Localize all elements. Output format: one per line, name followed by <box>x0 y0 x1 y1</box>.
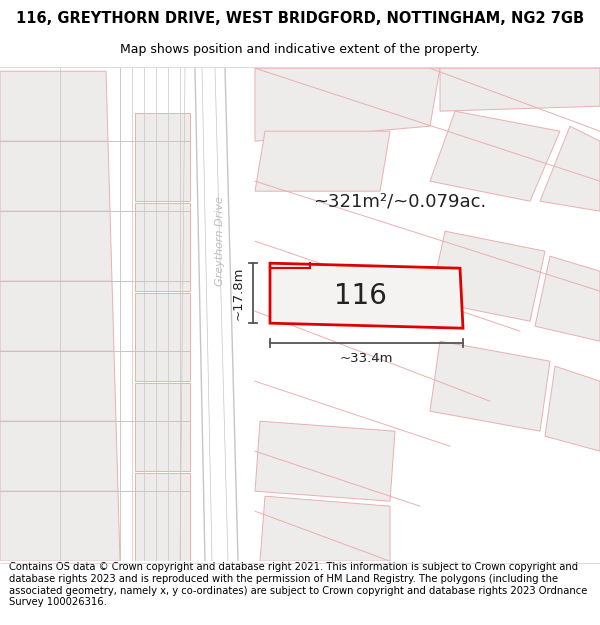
Text: 116: 116 <box>334 282 386 310</box>
Polygon shape <box>430 111 560 201</box>
Polygon shape <box>260 496 390 561</box>
Text: Greythorn Drive: Greythorn Drive <box>215 196 225 286</box>
Polygon shape <box>0 491 120 561</box>
Text: ~33.4m: ~33.4m <box>340 352 393 364</box>
Polygon shape <box>0 71 108 141</box>
Polygon shape <box>0 421 118 491</box>
Text: ~17.8m: ~17.8m <box>232 266 245 320</box>
Polygon shape <box>255 421 395 501</box>
Text: Contains OS data © Crown copyright and database right 2021. This information is : Contains OS data © Crown copyright and d… <box>9 562 587 608</box>
Polygon shape <box>0 351 116 421</box>
Polygon shape <box>255 68 440 141</box>
Polygon shape <box>0 281 114 351</box>
Text: Map shows position and indicative extent of the property.: Map shows position and indicative extent… <box>120 43 480 56</box>
Polygon shape <box>540 126 600 211</box>
Polygon shape <box>545 366 600 451</box>
Polygon shape <box>255 131 390 191</box>
Polygon shape <box>0 141 110 211</box>
Polygon shape <box>135 113 190 201</box>
Polygon shape <box>135 203 190 291</box>
Text: ~321m²/~0.079ac.: ~321m²/~0.079ac. <box>313 192 487 210</box>
Polygon shape <box>135 473 190 561</box>
Polygon shape <box>135 293 190 381</box>
Polygon shape <box>440 68 600 111</box>
Polygon shape <box>430 341 550 431</box>
Polygon shape <box>135 383 190 471</box>
Polygon shape <box>430 231 545 321</box>
Text: 116, GREYTHORN DRIVE, WEST BRIDGFORD, NOTTINGHAM, NG2 7GB: 116, GREYTHORN DRIVE, WEST BRIDGFORD, NO… <box>16 11 584 26</box>
Polygon shape <box>535 256 600 341</box>
Polygon shape <box>270 263 463 328</box>
Polygon shape <box>0 211 112 281</box>
